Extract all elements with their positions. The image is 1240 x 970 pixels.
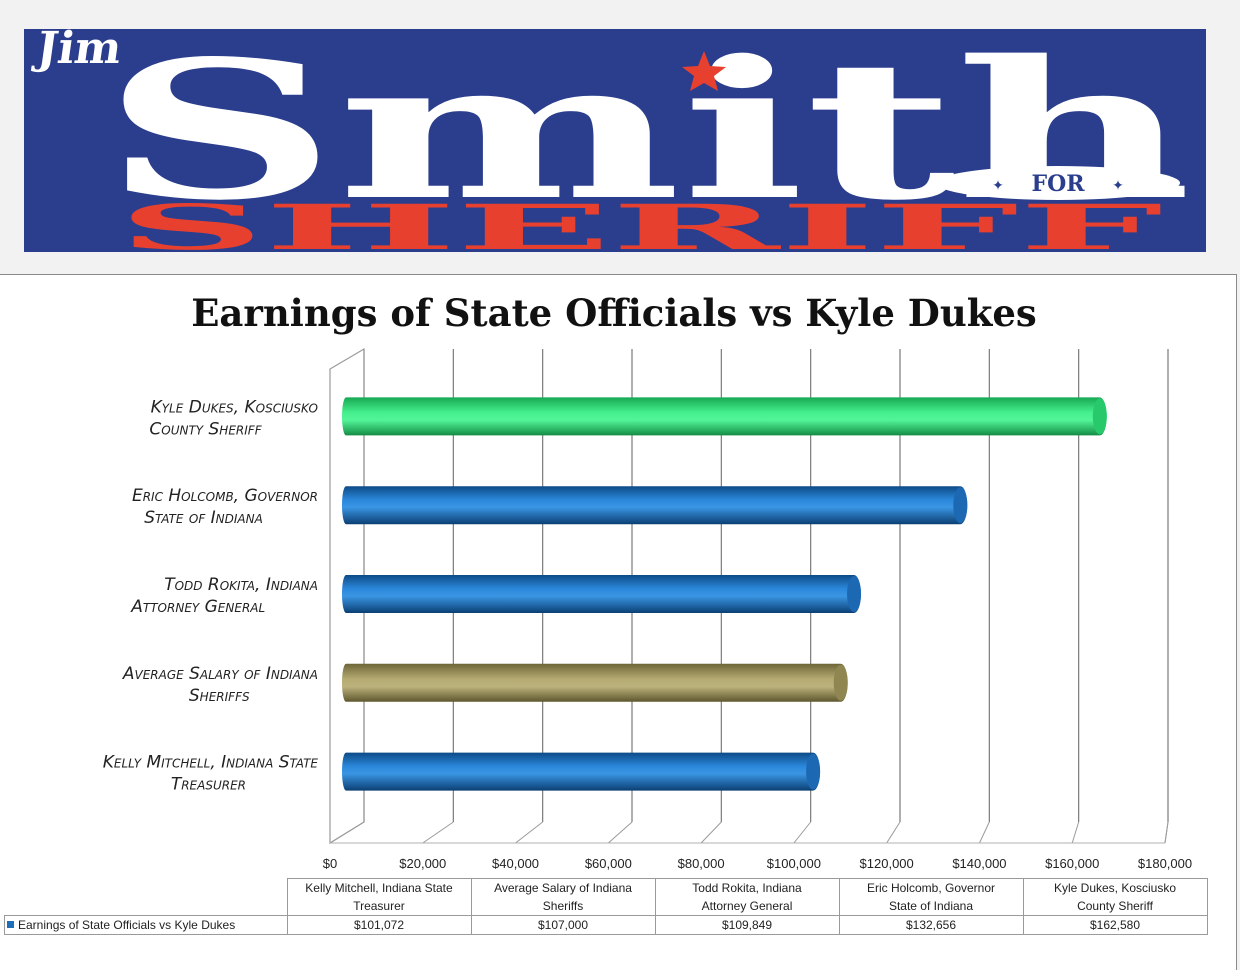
bar — [342, 663, 848, 702]
data-table-header-row: Kelly Mitchell, Indiana State Treasurer … — [4, 878, 1208, 916]
data-table-header-line: Average Salary of Indiana — [494, 881, 632, 895]
data-table-header-line: Attorney General — [701, 899, 793, 913]
x-tick-label: $0 — [323, 856, 337, 871]
floor-gridline — [886, 821, 901, 844]
banner-first-name: Jim — [30, 29, 125, 74]
category-label-line: Attorney General — [130, 597, 265, 617]
legend-label: Earnings of State Officials vs Kyle Duke… — [18, 918, 236, 932]
bar-end-cap — [833, 664, 848, 701]
x-tick-label: $80,000 — [678, 856, 725, 871]
bar-chart: Earnings of State Officials vs Kyle Duke… — [103, 291, 1192, 871]
category-label: Kelly Mitchell, Indiana State Treasurer — [103, 753, 319, 795]
x-tick-label: $120,000 — [860, 856, 914, 871]
data-table-header: Kelly Mitchell, Indiana State Treasurer — [286, 878, 472, 916]
data-table-header-line: Treasurer — [353, 899, 405, 913]
data-table-header-line: Kelly Mitchell, Indiana State — [305, 881, 453, 895]
category-label: Average Salary of Indiana Sheriffs — [122, 664, 318, 706]
legend-key-icon — [7, 921, 14, 928]
floor-gridline — [1071, 821, 1080, 844]
data-table-header-line: Sheriffs — [542, 899, 584, 913]
campaign-logo: Jim Smith FOR ✦ ✦ SHERIFF — [24, 29, 1206, 252]
data-table-header: Kyle Dukes, Kosciusko County Sheriff — [1022, 878, 1208, 916]
category-label-line: Eric Holcomb, Governor — [132, 486, 318, 506]
side-wall — [329, 347, 365, 845]
category-label-line: Average Salary of Indiana — [122, 664, 318, 684]
category-label-line: Todd Rokita, Indiana — [164, 575, 318, 595]
star-icon-right: ✦ — [1112, 177, 1124, 193]
data-table-value: $162,580 — [1022, 915, 1208, 935]
data-table-header-line: Eric Holcomb, Governor — [866, 881, 996, 895]
data-table-value: $107,000 — [470, 915, 656, 935]
category-label: Eric Holcomb, Governor State of Indiana — [132, 486, 318, 528]
banner-last-name: Smith — [102, 29, 1192, 242]
banner-office: SHERIFF — [118, 191, 1163, 252]
data-table-value: $109,849 — [654, 915, 840, 935]
x-tick-label: $140,000 — [952, 856, 1006, 871]
bar-end-cap — [847, 576, 862, 612]
x-tick-label: $20,000 — [399, 856, 446, 871]
bar — [342, 575, 862, 613]
banner-for-text: FOR — [1031, 171, 1085, 197]
data-table: Kelly Mitchell, Indiana State Treasurer … — [4, 878, 1208, 935]
data-table-header-line: State of Indiana — [888, 899, 974, 913]
category-label: Kyle Dukes, Kosciusko County Sheriff — [149, 397, 318, 439]
bar-end-cap — [806, 753, 821, 790]
x-tick-label: $100,000 — [767, 856, 821, 871]
bars — [342, 397, 1107, 791]
x-tick-label: $160,000 — [1045, 856, 1099, 871]
category-label-line: Sheriffs — [189, 686, 250, 706]
category-label-line: State of Indiana — [144, 508, 263, 528]
bar-end-cap — [953, 487, 968, 524]
category-label-line: Kyle Dukes, Kosciusko — [151, 397, 318, 417]
category-label: Todd Rokita, Indiana Attorney General — [130, 575, 318, 617]
data-table-corner — [4, 878, 288, 916]
floor-gridline — [793, 821, 812, 844]
for-oval — [936, 166, 1180, 200]
floor-gridline — [608, 821, 633, 844]
data-table-legend-cell: Earnings of State Officials vs Kyle Duke… — [4, 915, 288, 935]
x-axis-tick-labels: $0 $20,000 $40,000 $60,000 $80,000 $100,000 $1… — [323, 856, 1192, 871]
x-tick-label: $60,000 — [585, 856, 632, 871]
bar — [342, 486, 968, 525]
chart-title: Earnings of State Officials vs Kyle Duke… — [191, 291, 1037, 335]
chart-panel: Earnings of State Officials vs Kyle Duke… — [0, 274, 1237, 970]
floor-gridline — [700, 821, 722, 844]
x-tick-label: $40,000 — [492, 856, 539, 871]
star-icon — [682, 51, 726, 91]
data-table-header-line: County Sheriff — [1077, 899, 1153, 913]
data-table-header: Eric Holcomb, Governor State of Indiana — [838, 878, 1024, 916]
star-icon-left: ✦ — [992, 177, 1004, 193]
bar — [342, 752, 821, 791]
category-label-line: Treasurer — [171, 775, 246, 795]
bar-end-cap — [1092, 398, 1107, 435]
category-label-line: Kelly Mitchell, Indiana State — [103, 753, 319, 773]
category-label-line: County Sheriff — [149, 419, 262, 439]
floor-gridline — [515, 821, 543, 844]
data-table-header-line: Todd Rokita, Indiana — [692, 881, 802, 895]
data-table-value-row: Earnings of State Officials vs Kyle Duke… — [4, 915, 1208, 935]
data-table-value: $101,072 — [286, 915, 472, 935]
data-table-value: $132,656 — [838, 915, 1024, 935]
floor-gridline — [978, 821, 990, 844]
x-tick-label: $180,000 — [1138, 856, 1192, 871]
floor-gridline — [422, 821, 454, 844]
category-labels: Kelly Mitchell, Indiana State Treasurer Av… — [103, 397, 319, 794]
bar — [342, 397, 1107, 436]
floor-edge — [1164, 821, 1169, 844]
data-table-header: Average Salary of Indiana Sheriffs — [470, 878, 656, 916]
data-table-header-line: Kyle Dukes, Kosciusko — [1053, 881, 1177, 895]
campaign-banner: Jim Smith FOR ✦ ✦ SHERIFF — [24, 29, 1206, 252]
data-table-header: Todd Rokita, Indiana Attorney General — [654, 878, 840, 916]
